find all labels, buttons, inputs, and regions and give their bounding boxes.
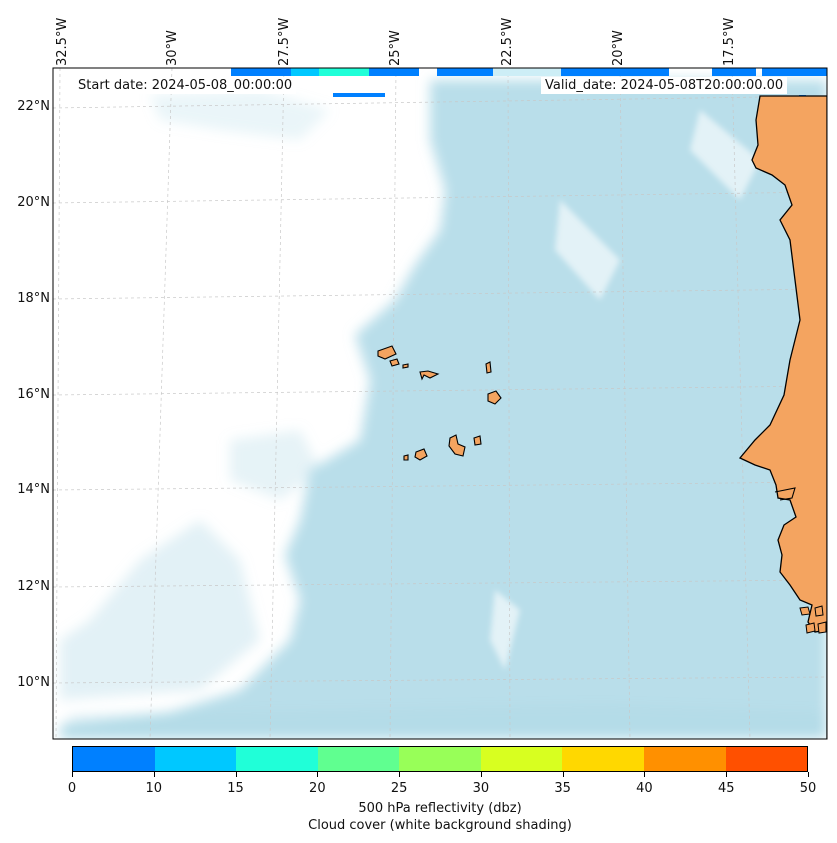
colorbar-segment	[643, 747, 726, 771]
colorbar-tick-label: 0	[67, 781, 77, 796]
colorbar-tick-label: 50	[799, 781, 817, 796]
colorbar-segment	[317, 747, 400, 771]
africa-landmass	[738, 95, 827, 739]
longitude-label-text: 30°W	[165, 30, 180, 66]
colorbar-tick	[480, 772, 482, 777]
colorbar-segment	[725, 747, 808, 771]
latitude-label: 10°N	[17, 675, 50, 690]
colorbar-segment	[562, 747, 644, 771]
colorbar-tick	[808, 772, 809, 777]
cape-verde-islands	[377, 345, 502, 461]
colorbar-tick	[317, 772, 319, 777]
colorbar-tick-label: 45	[717, 781, 735, 796]
longitude-label-text: 25°W	[388, 30, 403, 66]
island-boa-vista	[487, 390, 502, 405]
map-frame	[52, 67, 828, 740]
bijagos-island-3	[805, 622, 816, 634]
colorbar-tick-label: 10	[145, 781, 163, 796]
colorbar-tick	[399, 772, 401, 777]
island-brava	[403, 454, 409, 461]
colorbar-tick	[72, 772, 73, 777]
gambia-inlet	[774, 487, 796, 501]
island-fogo	[414, 448, 428, 461]
longitude-label: 32.5°W	[55, 8, 71, 66]
island-sal	[485, 361, 492, 374]
colorbar-tick-label: 25	[390, 781, 408, 796]
longitude-label-text: 22.5°W	[500, 17, 515, 66]
reflectivity-patches	[231, 68, 827, 111]
colorbar	[72, 746, 808, 772]
cloud-cover-layer	[60, 80, 827, 739]
longitude-label: 30°W	[165, 8, 181, 66]
colorbar-segment	[480, 747, 563, 771]
colorbar-tick-label: 35	[554, 781, 571, 796]
island-maio	[473, 435, 482, 446]
colorbar-tick	[644, 772, 646, 777]
island-santo-antao	[377, 345, 397, 360]
latitude-label: 12°N	[17, 579, 50, 594]
longitude-label: 27.5°W	[277, 8, 293, 66]
colorbar-tick	[562, 772, 564, 777]
latitude-label: 14°N	[17, 482, 50, 497]
colorbar-tick-label: 15	[227, 781, 244, 796]
longitude-label-text: 17.5°W	[722, 17, 737, 66]
bijagos-island-4	[817, 621, 827, 634]
longitude-label-text: 32.5°W	[55, 17, 70, 66]
latitude-label: 18°N	[17, 291, 50, 306]
longitude-label-text: 27.5°W	[277, 17, 292, 66]
colorbar-tick	[235, 772, 237, 777]
longitude-label-text: 20°W	[611, 30, 626, 66]
bijagos-island-2	[814, 605, 824, 617]
bijagos-island-1	[799, 606, 811, 616]
colorbar-tick-label: 30	[472, 781, 490, 796]
island-santiago	[448, 434, 466, 457]
cloud-clear-streaks	[490, 110, 760, 670]
latitude-label: 22°N	[17, 99, 50, 114]
longitude-label: 20°W	[611, 8, 627, 66]
colorbar-tick-label: 40	[636, 781, 653, 796]
colorbar-tick-label: 20	[309, 781, 326, 796]
graticule	[53, 68, 827, 739]
longitude-label: 17.5°W	[722, 8, 738, 66]
colorbar-segment	[154, 747, 237, 771]
colorbar-segment	[236, 747, 318, 771]
island-sao-nicolau	[419, 370, 440, 381]
latitude-label: 16°N	[17, 387, 50, 402]
longitude-label: 22.5°W	[500, 8, 516, 66]
start-date-label: Start date: 2024-05-08_00:00:00	[74, 77, 297, 94]
island-sao-vicente	[389, 358, 400, 367]
colorbar-tick	[726, 772, 728, 777]
valid-date-label: Valid_date: 2024-05-08T20:00:00.00	[541, 77, 788, 94]
longitude-label: 25°W	[388, 8, 404, 66]
colorbar-subtitle: Cloud cover (white background shading)	[308, 818, 572, 833]
island-santa-luzia	[402, 363, 409, 369]
colorbar-segment	[399, 747, 481, 771]
latitude-label: 20°N	[17, 195, 50, 210]
colorbar-segment	[73, 747, 155, 771]
colorbar-tick	[153, 772, 155, 777]
colorbar-title: 500 hPa reflectivity (dbz)	[358, 801, 522, 816]
